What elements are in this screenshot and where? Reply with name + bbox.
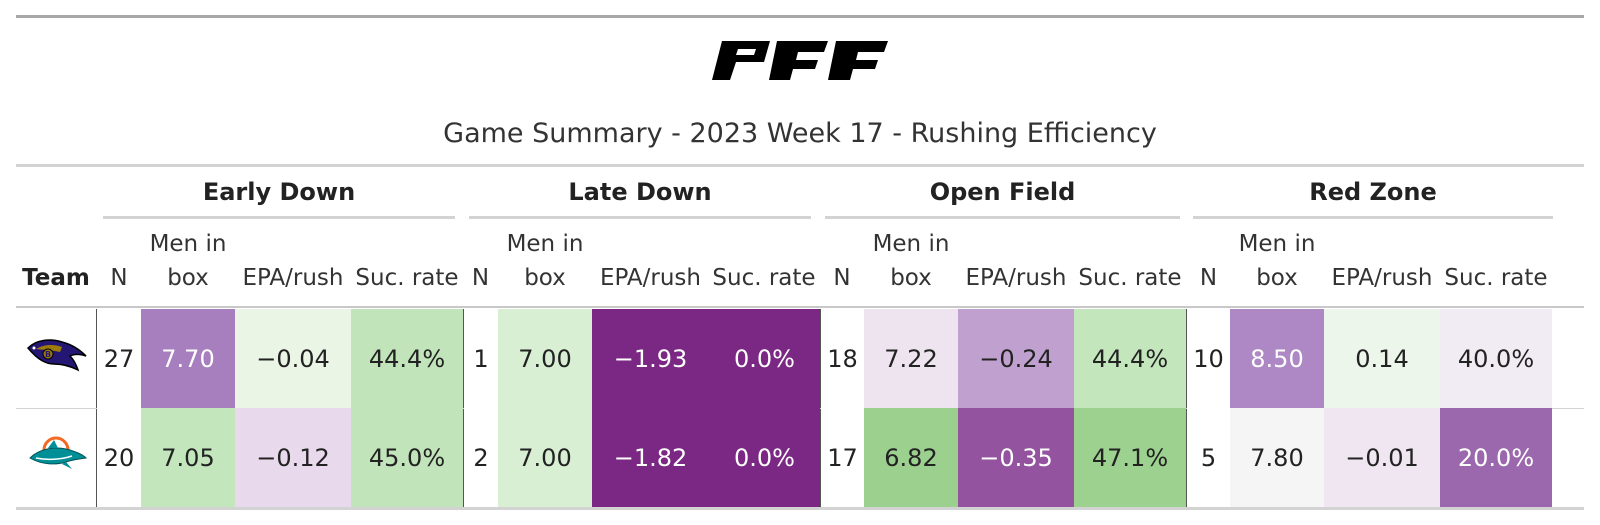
column-header-suc-rate: Suc. rate (355, 265, 459, 291)
column-header-n: N (471, 265, 490, 291)
table-cell: 45.0% (351, 408, 463, 507)
group-rule (469, 216, 811, 219)
table-cell: 20 (97, 408, 141, 507)
column-header-team: Team (22, 265, 90, 291)
column-header-suc-rate: Suc. rate (1078, 265, 1182, 291)
table-cell: −1.82 (592, 408, 709, 507)
table-cell: 8.50 (1230, 309, 1324, 408)
table-cell: 47.1% (1074, 408, 1186, 507)
table-cell: 44.4% (351, 309, 463, 408)
table-cell: 44.4% (1074, 309, 1186, 408)
column-header-men-in-box: box (890, 265, 932, 291)
table-cell: 7.22 (864, 309, 958, 408)
column-header-n: N (110, 265, 128, 291)
table-cell: −0.01 (1324, 408, 1440, 507)
column-header-men-in-box: Men in (872, 231, 950, 257)
table-cell: −0.12 (235, 408, 351, 507)
column-header-epa: EPA/rush (1331, 265, 1433, 291)
table-cell: 7.00 (498, 309, 592, 408)
column-header-men-in-box: box (167, 265, 209, 291)
svg-text:B: B (45, 350, 51, 359)
column-header-epa: EPA/rush (599, 265, 701, 291)
group-late-down: Late Down (568, 178, 712, 206)
table-cell: 7.80 (1230, 408, 1324, 507)
table-cell: 10 (1187, 309, 1230, 408)
pff-logo-icon (712, 41, 888, 80)
column-header-men-in-box: box (524, 265, 566, 291)
table-cell: 6.82 (864, 408, 958, 507)
page-title: Game Summary - 2023 Week 17 - Rushing Ef… (443, 118, 1157, 149)
table-cell: 2 (464, 408, 498, 507)
table-cell: 27 (97, 309, 141, 408)
ravens-logo-icon: B (26, 339, 87, 372)
column-header-suc-rate: Suc. rate (712, 265, 816, 291)
table-cell: 17 (821, 408, 864, 507)
group-early-down: Early Down (202, 178, 356, 206)
table-cell: 5 (1187, 408, 1230, 507)
group-red-zone: Red Zone (1309, 178, 1437, 206)
column-header-men-in-box: Men in (506, 231, 584, 257)
table-cell: 20.0% (1440, 408, 1552, 507)
title-rule (16, 164, 1584, 167)
group-rule (103, 216, 455, 219)
table-cell: 0.0% (709, 408, 820, 507)
table-cell: −0.04 (235, 309, 351, 408)
table-cell: 7.05 (141, 408, 235, 507)
group-open-field: Open Field (929, 178, 1076, 206)
column-header-men-in-box: Men in (1238, 231, 1316, 257)
column-header-men-in-box: Men in (149, 231, 227, 257)
table-cell: 7.00 (498, 408, 592, 507)
table-cell: 0.14 (1324, 309, 1440, 408)
table-cell: 40.0% (1440, 309, 1552, 408)
column-header-men-in-box: box (1256, 265, 1298, 291)
bottom-rule (16, 507, 1584, 510)
table-cell: 18 (821, 309, 864, 408)
table-cell: −0.24 (958, 309, 1074, 408)
top-rule (16, 15, 1584, 18)
column-header-epa: EPA/rush (965, 265, 1067, 291)
group-rule (1193, 216, 1553, 219)
column-header-n: N (1199, 265, 1218, 291)
table-cell: 7.70 (141, 309, 235, 408)
table-cell: 1 (464, 309, 498, 408)
dolphins-logo-icon (29, 436, 88, 469)
table-cell: −0.35 (958, 408, 1074, 507)
group-rule (825, 216, 1180, 219)
column-header-suc-rate: Suc. rate (1444, 265, 1548, 291)
column-header-n: N (833, 265, 851, 291)
table-cell: −1.93 (592, 309, 709, 408)
column-header-epa: EPA/rush (242, 265, 344, 291)
table-cell: 0.0% (709, 309, 820, 408)
header-rule (16, 306, 1584, 308)
